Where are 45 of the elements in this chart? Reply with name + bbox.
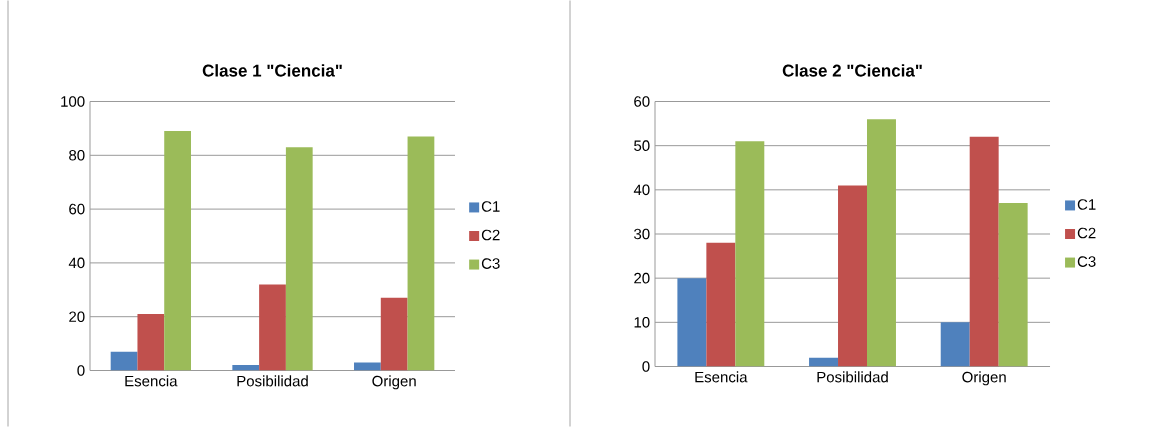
bar (407, 136, 435, 371)
x-tick-label: Posibilidad (817, 371, 888, 383)
y-tick-label: 80 (69, 149, 85, 161)
bar (998, 203, 1028, 367)
bar (164, 131, 191, 371)
bar (735, 141, 765, 367)
bar (677, 278, 707, 367)
bar (110, 351, 138, 371)
legend-label: C2 (481, 229, 500, 241)
y-tick-label: 10 (634, 317, 650, 328)
bar (380, 297, 408, 371)
y-tick-label: 40 (633, 184, 650, 196)
bar (809, 357, 839, 367)
y-tick-label: 30 (634, 228, 650, 240)
x-tick-label: Origen (372, 375, 416, 390)
bar (232, 365, 260, 371)
y-tick-label: 60 (69, 203, 85, 215)
x-tick-label: Esencia (125, 375, 178, 387)
bar (940, 322, 970, 367)
chart-title: Clase 2 "Ciencia" (782, 64, 922, 77)
x-tick-label: Esencia (695, 371, 748, 383)
legend-label: C3 (481, 258, 500, 269)
bar (867, 119, 896, 367)
legend-label: C3 (1077, 256, 1096, 267)
y-tick-label: 20 (634, 272, 650, 284)
y-tick-label: 50 (634, 140, 650, 151)
bar (285, 147, 313, 371)
chart-title: Clase 1 "Ciencia" (202, 64, 342, 77)
y-tick-label: 60 (634, 96, 650, 107)
y-tick-label: 100 (61, 96, 85, 107)
bar (354, 362, 381, 371)
y-tick-label: 20 (69, 311, 85, 322)
y-tick-label: 0 (642, 361, 650, 372)
y-tick-label: 0 (77, 365, 85, 376)
bar (706, 242, 736, 367)
bar (259, 284, 286, 371)
legend-label: C1 (1077, 199, 1096, 210)
legend-label: C1 (481, 201, 500, 212)
bar (137, 314, 165, 371)
bar (838, 185, 867, 367)
x-tick-label: Posibilidad (237, 375, 308, 387)
legend-label: C2 (1077, 227, 1096, 239)
x-tick-label: Origen (962, 371, 1006, 386)
y-tick-label: 40 (68, 257, 85, 269)
bar (969, 136, 999, 367)
